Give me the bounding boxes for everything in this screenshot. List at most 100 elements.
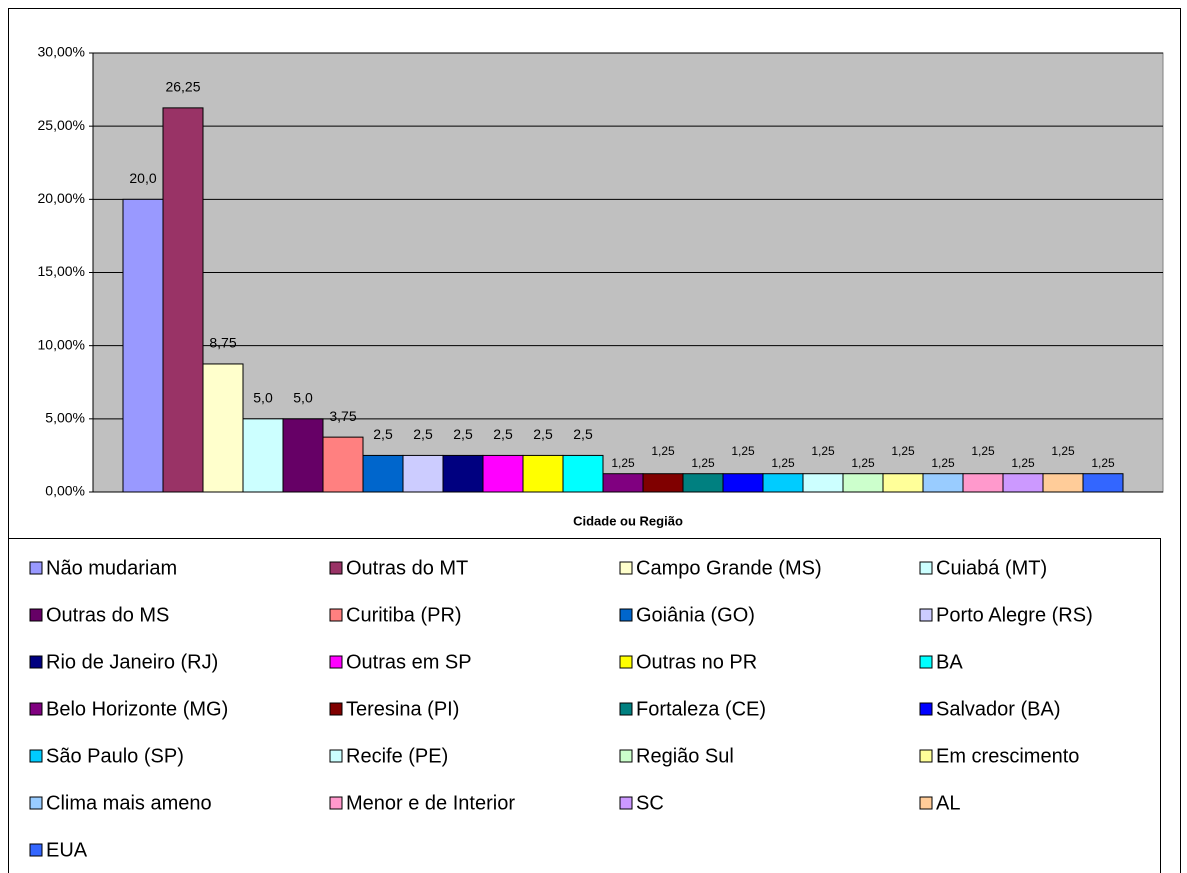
legend-swatch (619, 702, 633, 716)
legend-swatch (329, 561, 343, 575)
legend-label: Salvador (BA) (936, 698, 1061, 720)
legend-swatch (29, 608, 43, 622)
bar (562, 454, 604, 493)
legend-swatch (619, 608, 633, 622)
legend-swatch (29, 749, 43, 763)
y-tick-label: 10,00% (38, 336, 85, 352)
legend-label: Outras do MS (46, 604, 169, 626)
legend-swatch (329, 655, 343, 669)
value-label: 2,5 (373, 426, 393, 442)
legend-swatch (619, 561, 633, 575)
legend-label: Curitiba (PR) (346, 604, 462, 626)
value-label: 1,25 (851, 456, 875, 470)
legend-swatch (619, 749, 633, 763)
value-label: 2,5 (533, 426, 553, 442)
legend-label: Outras em SP (346, 651, 472, 673)
value-label: 1,25 (971, 444, 995, 458)
value-label: 1,25 (1051, 444, 1075, 458)
legend-label: Cuiabá (MT) (936, 557, 1047, 579)
legend-label: São Paulo (SP) (46, 745, 184, 767)
legend-label: Menor e de Interior (346, 792, 515, 814)
value-label: 1,25 (811, 444, 835, 458)
legend-swatch (29, 702, 43, 716)
legend-label: Região Sul (636, 745, 734, 767)
value-label: 5,0 (293, 390, 313, 406)
legend-swatch (29, 561, 43, 575)
y-tick-label: 0,00% (45, 483, 85, 499)
legend-label: Recife (PE) (346, 745, 448, 767)
value-label: 1,25 (931, 456, 955, 470)
bar (322, 436, 364, 493)
legend-swatch (29, 655, 43, 669)
bar (242, 418, 284, 493)
legend-label: Outras do MT (346, 557, 468, 579)
value-label: 1,25 (1011, 456, 1035, 470)
bar (482, 454, 524, 493)
value-label: 1,25 (771, 456, 795, 470)
value-label: 2,5 (493, 426, 513, 442)
bar (122, 198, 164, 493)
value-label: 1,25 (611, 456, 635, 470)
legend-label: AL (936, 792, 960, 814)
legend-swatch (329, 702, 343, 716)
value-label: 26,25 (165, 79, 200, 95)
legend-swatch (619, 796, 633, 810)
bar (442, 454, 484, 493)
y-tick-label: 20,00% (38, 190, 85, 206)
x-axis-label: Cidade ou Região (573, 513, 683, 528)
legend-label: BA (936, 651, 963, 673)
bar (642, 473, 684, 493)
bar (402, 454, 444, 493)
y-tick-label: 25,00% (38, 117, 85, 133)
bar (682, 473, 724, 493)
legend-label: Não mudariam (46, 557, 177, 579)
y-tick-label: 15,00% (38, 263, 85, 279)
bar (202, 363, 244, 493)
legend-label: Fortaleza (CE) (636, 698, 766, 720)
bar (1082, 473, 1124, 493)
y-tick-label: 30,00% (38, 44, 85, 60)
value-label: 1,25 (691, 456, 715, 470)
bar (882, 473, 924, 493)
legend-swatch (919, 702, 933, 716)
legend-label: Em crescimento (936, 745, 1079, 767)
value-label: 1,25 (651, 444, 675, 458)
value-label: 1,25 (731, 444, 755, 458)
legend-swatch (919, 796, 933, 810)
value-label: 3,75 (329, 408, 356, 424)
bar (1042, 473, 1084, 493)
legend-swatch (619, 655, 633, 669)
legend-label: Rio de Janeiro (RJ) (46, 651, 218, 673)
legend-swatch (29, 843, 43, 857)
bar (922, 473, 964, 493)
legend-swatch (329, 608, 343, 622)
bar (522, 454, 564, 493)
legend-swatch (919, 655, 933, 669)
legend-swatch (329, 796, 343, 810)
y-tick-label: 5,00% (45, 410, 85, 426)
legend-label: SC (636, 792, 664, 814)
bar (802, 473, 844, 493)
legend-swatch (329, 749, 343, 763)
legend-label: EUA (46, 839, 88, 861)
bar (762, 473, 804, 493)
value-label: 1,25 (891, 444, 915, 458)
value-label: 1,25 (1091, 456, 1115, 470)
value-label: 2,5 (413, 426, 433, 442)
bar (362, 454, 404, 493)
value-label: 2,5 (453, 426, 473, 442)
value-label: 5,0 (253, 390, 273, 406)
value-label: 8,75 (209, 335, 236, 351)
bar (162, 107, 204, 493)
legend-swatch (29, 796, 43, 810)
legend-swatch (919, 749, 933, 763)
legend-label: Porto Alegre (RS) (936, 604, 1093, 626)
bar (722, 473, 764, 493)
legend-label: Teresina (PI) (346, 698, 459, 720)
legend-box (8, 538, 1161, 873)
bar (842, 473, 884, 493)
bar (962, 473, 1004, 493)
legend-swatch (919, 561, 933, 575)
value-label: 20,0 (129, 170, 156, 186)
